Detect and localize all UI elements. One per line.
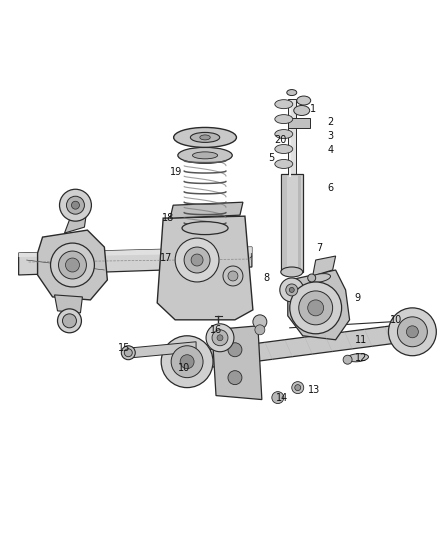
Circle shape — [228, 343, 242, 357]
Text: 3: 3 — [328, 132, 334, 141]
Circle shape — [397, 317, 427, 347]
Ellipse shape — [346, 353, 368, 362]
Ellipse shape — [121, 346, 135, 360]
Circle shape — [50, 243, 95, 287]
Circle shape — [206, 324, 234, 352]
Polygon shape — [185, 323, 414, 370]
Ellipse shape — [287, 90, 297, 95]
Circle shape — [228, 370, 242, 385]
Ellipse shape — [309, 273, 331, 282]
Ellipse shape — [275, 159, 293, 168]
Circle shape — [228, 271, 238, 281]
Text: 1: 1 — [310, 103, 316, 114]
Bar — [298, 176, 301, 270]
Circle shape — [60, 189, 92, 221]
Circle shape — [253, 315, 267, 329]
Ellipse shape — [275, 130, 293, 139]
Ellipse shape — [275, 115, 293, 124]
Ellipse shape — [191, 132, 220, 142]
Circle shape — [161, 336, 213, 387]
Ellipse shape — [182, 222, 228, 235]
Circle shape — [171, 346, 203, 378]
Circle shape — [406, 326, 418, 338]
Text: 11: 11 — [355, 335, 367, 345]
Text: 4: 4 — [328, 146, 334, 155]
Bar — [283, 176, 287, 270]
Text: 5: 5 — [268, 154, 274, 163]
Circle shape — [191, 254, 203, 266]
Circle shape — [389, 308, 436, 356]
Ellipse shape — [178, 148, 232, 163]
Circle shape — [57, 309, 81, 333]
Circle shape — [280, 278, 304, 302]
Ellipse shape — [275, 144, 293, 154]
Text: 17: 17 — [160, 253, 173, 263]
Text: 2: 2 — [328, 117, 334, 127]
Polygon shape — [170, 202, 243, 218]
Text: 13: 13 — [308, 385, 320, 394]
Ellipse shape — [275, 100, 293, 109]
Polygon shape — [288, 270, 350, 340]
Circle shape — [308, 300, 324, 316]
Circle shape — [290, 282, 342, 334]
Polygon shape — [64, 213, 86, 233]
Text: 20: 20 — [274, 135, 286, 146]
Circle shape — [59, 251, 86, 279]
Circle shape — [217, 335, 223, 341]
Text: 7: 7 — [316, 243, 322, 253]
Circle shape — [299, 291, 332, 325]
Text: 16: 16 — [210, 325, 222, 335]
Circle shape — [175, 238, 219, 282]
Text: 8: 8 — [264, 273, 270, 283]
Circle shape — [289, 287, 294, 293]
Polygon shape — [157, 216, 253, 320]
Circle shape — [212, 330, 228, 346]
Circle shape — [295, 385, 301, 391]
Bar — [288, 99, 296, 179]
Text: 19: 19 — [170, 167, 182, 177]
Circle shape — [71, 201, 79, 209]
Ellipse shape — [308, 274, 316, 282]
Text: 14: 14 — [276, 393, 288, 402]
Bar — [281, 174, 303, 272]
Text: 18: 18 — [162, 213, 174, 223]
Ellipse shape — [343, 355, 352, 364]
Text: 12: 12 — [355, 353, 367, 363]
Circle shape — [66, 258, 79, 272]
Ellipse shape — [192, 152, 218, 159]
Ellipse shape — [124, 349, 132, 357]
Circle shape — [63, 314, 77, 328]
Ellipse shape — [281, 267, 303, 277]
Text: 6: 6 — [328, 183, 334, 193]
Polygon shape — [54, 295, 82, 313]
Bar — [289, 101, 291, 177]
Polygon shape — [19, 247, 252, 275]
Ellipse shape — [297, 96, 311, 105]
Circle shape — [292, 382, 304, 393]
Text: 15: 15 — [118, 343, 131, 353]
Polygon shape — [38, 230, 107, 300]
Circle shape — [180, 355, 194, 369]
Circle shape — [286, 284, 298, 296]
Polygon shape — [212, 326, 262, 400]
Text: 10: 10 — [389, 315, 402, 325]
Text: 10: 10 — [178, 362, 191, 373]
Text: 9: 9 — [355, 293, 361, 303]
Ellipse shape — [294, 106, 310, 116]
Polygon shape — [132, 342, 196, 358]
Circle shape — [223, 266, 243, 286]
Polygon shape — [288, 118, 310, 128]
Circle shape — [67, 196, 85, 214]
Circle shape — [184, 247, 210, 273]
Polygon shape — [19, 247, 252, 257]
Ellipse shape — [173, 127, 237, 148]
Polygon shape — [313, 256, 336, 276]
Ellipse shape — [200, 135, 210, 140]
Circle shape — [255, 325, 265, 335]
Circle shape — [272, 392, 284, 403]
